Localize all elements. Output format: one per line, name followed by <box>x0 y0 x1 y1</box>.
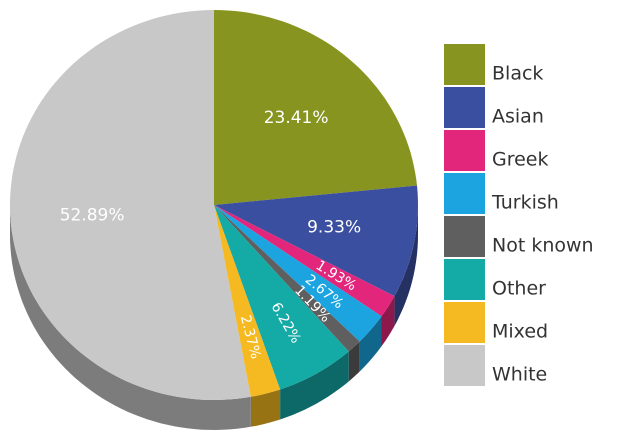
pie-slice <box>214 205 281 397</box>
pie-slice <box>214 205 349 390</box>
legend-label: Mixed <box>492 321 548 343</box>
legend-swatch <box>444 87 485 128</box>
legend-swatch <box>444 130 485 171</box>
legend-label: Black <box>492 63 543 85</box>
pie-side <box>359 316 382 372</box>
pie-side <box>10 205 251 430</box>
legend-label: White <box>492 364 547 386</box>
legend-label: Turkish <box>491 192 559 214</box>
legend-swatch <box>444 173 485 214</box>
pie-slice <box>214 205 360 352</box>
pie-slice <box>214 185 418 297</box>
pie-slice <box>214 205 382 342</box>
data-label: 9.33% <box>307 217 361 237</box>
legend-swatch <box>444 44 485 85</box>
pie-side <box>250 389 281 427</box>
pie-slice <box>214 205 395 317</box>
pie-side <box>280 351 349 420</box>
pie-side <box>394 205 418 327</box>
pie-side <box>381 296 395 347</box>
legend-label: Not known <box>492 235 594 257</box>
legend-label: Greek <box>492 149 549 171</box>
data-label: 23.41% <box>264 108 329 128</box>
legend-label: Other <box>492 278 546 300</box>
legend-swatch <box>444 259 485 300</box>
legend-label: Asian <box>492 106 544 128</box>
data-label: 52.89% <box>60 206 125 226</box>
pie-side <box>348 341 360 382</box>
pie-slice <box>214 10 417 205</box>
pie-slice <box>10 10 251 400</box>
legend-swatch <box>444 216 485 257</box>
legend-swatch <box>444 345 485 386</box>
legend-swatch <box>444 302 485 343</box>
